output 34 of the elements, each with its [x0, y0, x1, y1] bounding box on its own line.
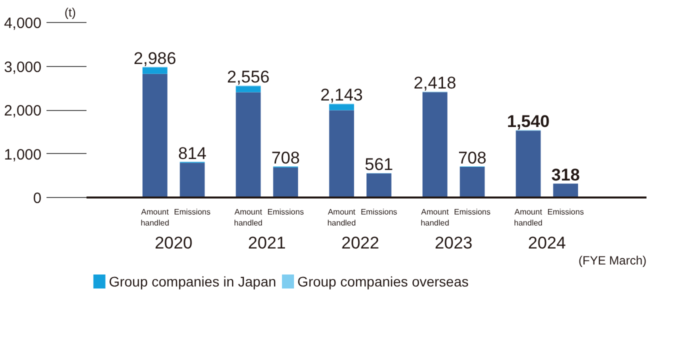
x-tick-label: Emissions	[360, 208, 398, 216]
x-tick-label: Amount handled	[140, 208, 170, 228]
y-tick-label: 3,000	[4, 58, 42, 76]
total-label: 2,418	[414, 74, 456, 93]
text: 2023	[434, 234, 473, 252]
x-tick-label: Amount handled	[234, 208, 263, 228]
x-tick-label: Amount handled	[514, 208, 543, 228]
y-tick-label: 1,000	[4, 146, 42, 164]
y-axis-title: (t)	[64, 6, 76, 20]
total-label: 708	[271, 148, 300, 168]
text: 2021	[248, 234, 286, 252]
x-axis-title: (FYE March)	[578, 254, 647, 268]
y-tick-label: 2,000	[4, 102, 42, 120]
legend-label: Group companies in Japan	[108, 274, 276, 290]
total-label: 561	[364, 154, 394, 174]
total-label: 318	[551, 166, 580, 185]
text: 2020	[154, 234, 193, 252]
total-label: 708	[458, 148, 486, 168]
total-label: 1,540	[507, 112, 550, 132]
y-tick-label: 4,000	[4, 15, 42, 32]
x-tick-label: Emissions	[174, 208, 211, 216]
total-label: 814	[178, 144, 206, 163]
total-label: 2,143	[320, 86, 363, 105]
y-tick-label: 0	[33, 190, 42, 207]
x-tick-label: Amount handled	[420, 208, 450, 228]
x-tick-label: Emissions	[454, 208, 491, 216]
x-tick-label: Emissions	[267, 208, 304, 216]
legend-label: Group companies overseas	[297, 274, 469, 290]
x-tick-label: Amount handled	[327, 208, 356, 228]
total-label: 2,556	[227, 68, 270, 87]
text: 2024	[528, 234, 566, 252]
total-label: 2,986	[134, 48, 176, 68]
text: 2022	[341, 234, 380, 252]
x-tick-label: Emissions	[547, 208, 584, 216]
